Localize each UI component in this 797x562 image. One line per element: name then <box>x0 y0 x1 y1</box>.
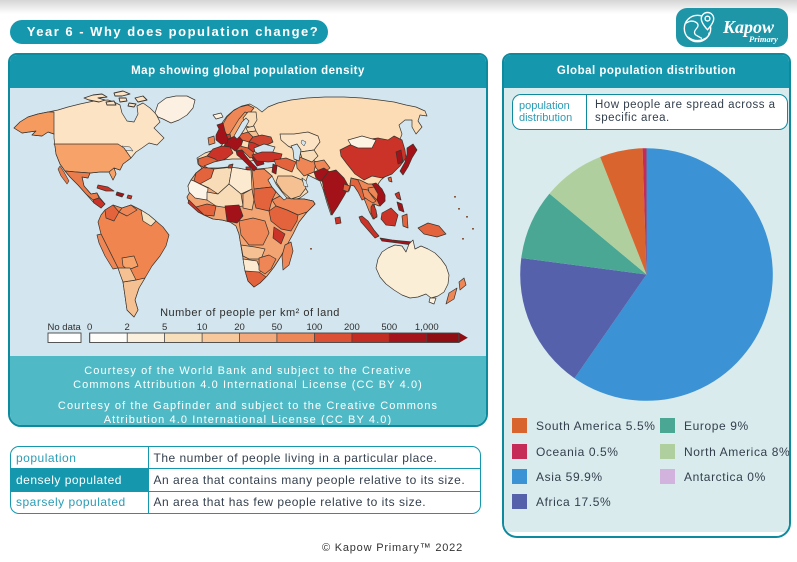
svg-text:50: 50 <box>272 322 283 333</box>
svg-text:0: 0 <box>87 322 92 333</box>
svg-text:Kapow: Kapow <box>722 17 775 37</box>
svg-text:2: 2 <box>125 322 130 333</box>
svg-text:5: 5 <box>162 322 167 333</box>
svg-text:1,000: 1,000 <box>415 322 439 333</box>
svg-text:100: 100 <box>306 322 322 333</box>
svg-text:500: 500 <box>381 322 397 333</box>
svg-text:No data: No data <box>48 322 82 333</box>
svg-text:Primary: Primary <box>749 34 778 44</box>
svg-text:Number of people per km² of la: Number of people per km² of land <box>160 307 340 319</box>
svg-text:10: 10 <box>197 322 208 333</box>
svg-text:20: 20 <box>234 322 245 333</box>
svg-text:200: 200 <box>344 322 360 333</box>
